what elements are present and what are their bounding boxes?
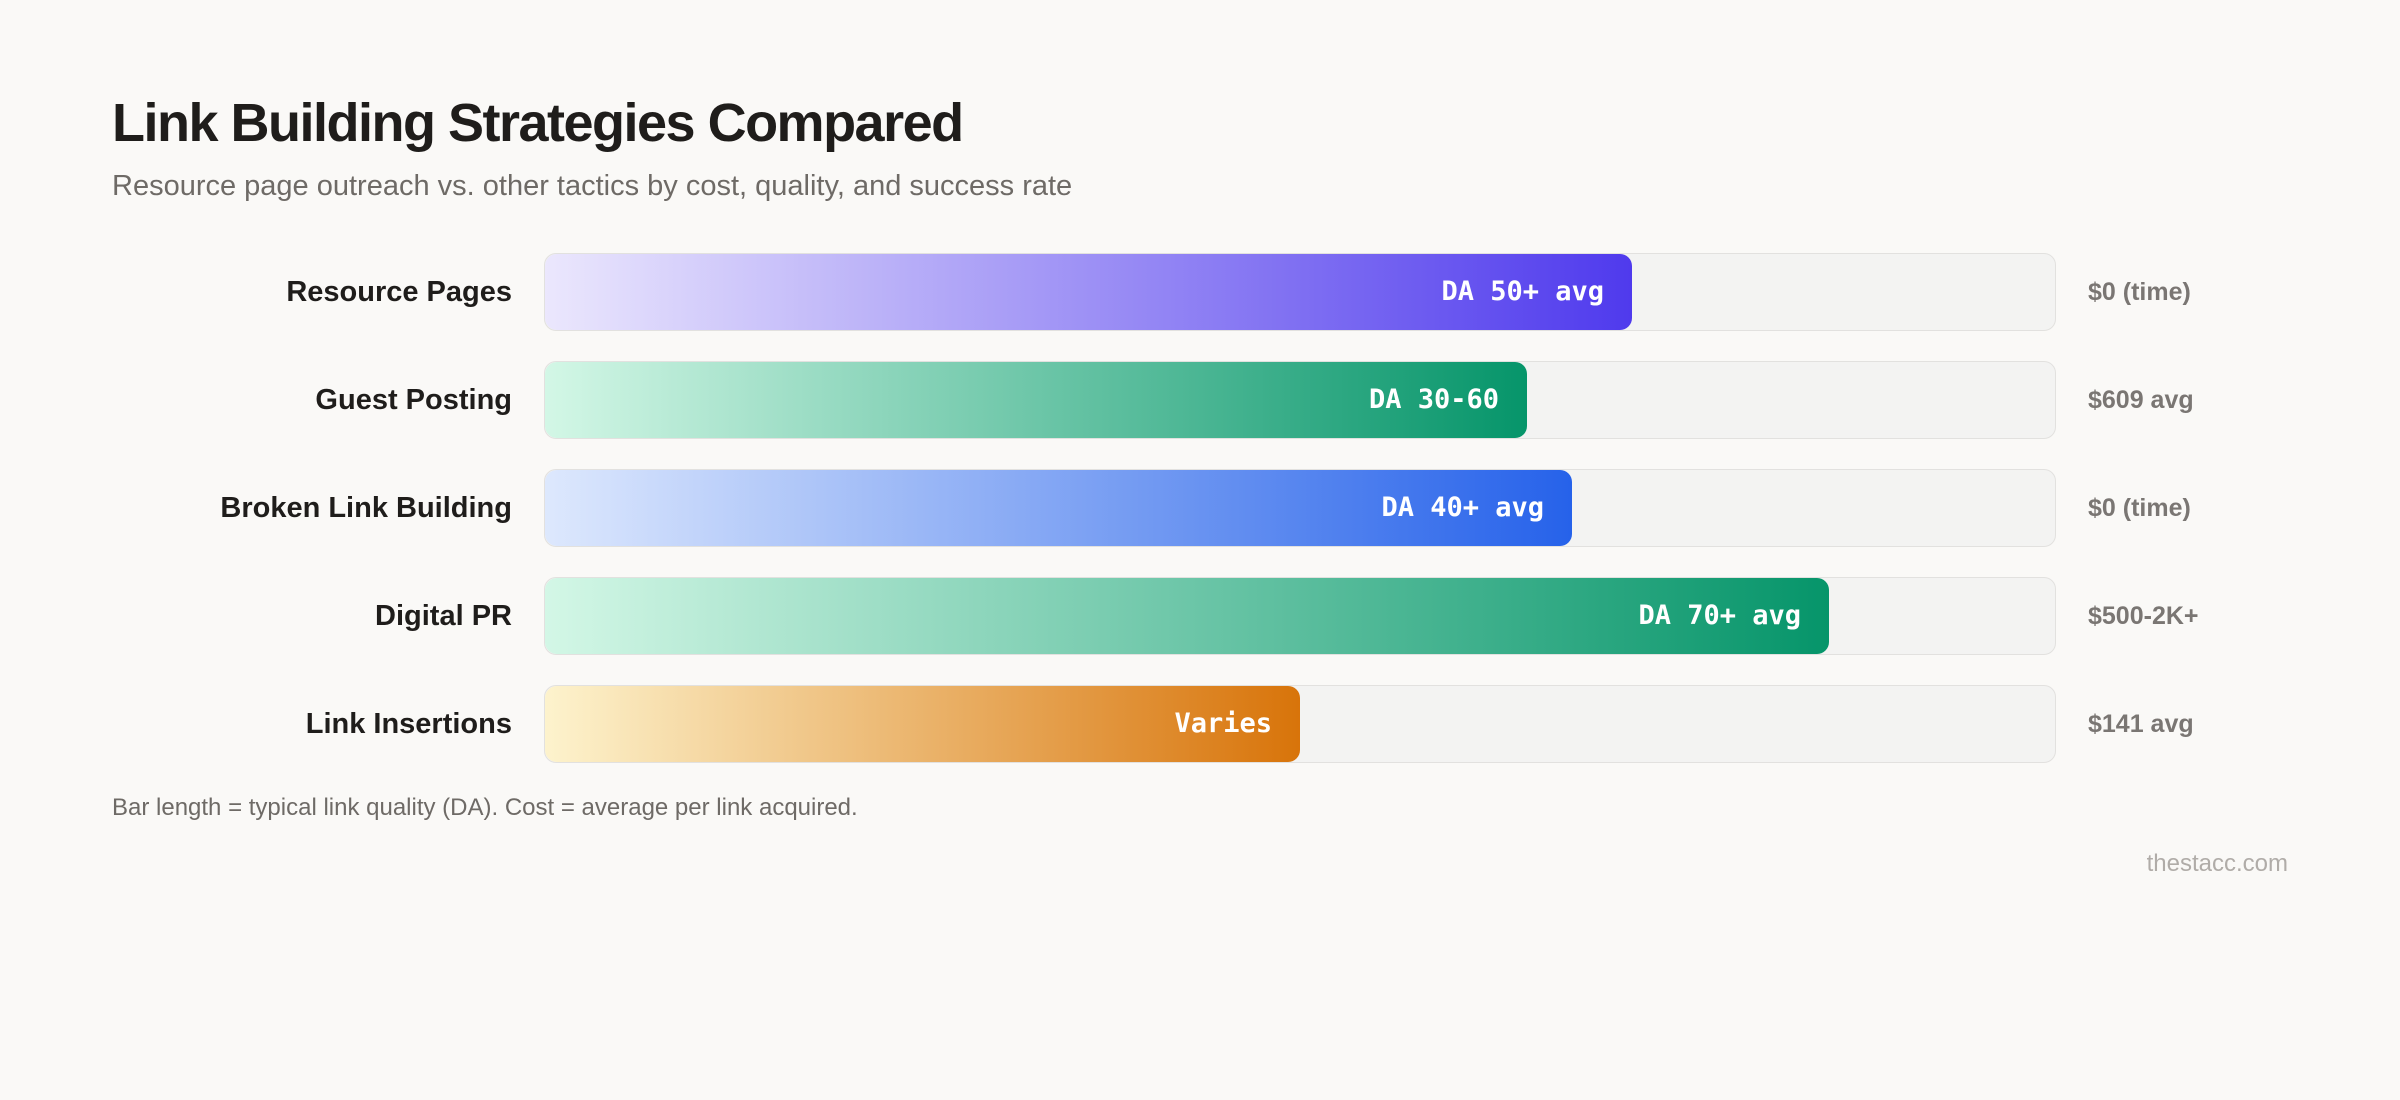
- bar-track: Varies: [544, 685, 2056, 763]
- category-label: Guest Posting: [315, 384, 512, 416]
- category-label: Link Insertions: [305, 708, 512, 740]
- bar-row: Guest Posting DA 30-60 $609 avg: [0, 361, 2400, 439]
- category-label: Broken Link Building: [220, 492, 512, 524]
- category-label: Digital PR: [375, 600, 512, 632]
- bar-row: Link Insertions Varies $141 avg: [0, 685, 2400, 763]
- cost-label: $0 (time): [2088, 494, 2191, 522]
- bar: Varies: [545, 686, 1300, 762]
- cost-label: $500-2K+: [2088, 602, 2199, 630]
- chart-subtitle: Resource page outreach vs. other tactics…: [112, 170, 1073, 202]
- bar-value-label: DA 40+ avg: [1381, 492, 1544, 523]
- bar: DA 70+ avg: [545, 578, 1829, 654]
- bar-track: DA 70+ avg: [544, 577, 2056, 655]
- bar: DA 50+ avg: [545, 254, 1632, 330]
- bar: DA 30-60: [545, 362, 1527, 438]
- cost-label: $141 avg: [2088, 710, 2194, 738]
- bar-track: DA 50+ avg: [544, 253, 2056, 331]
- bar-row: Broken Link Building DA 40+ avg $0 (time): [0, 469, 2400, 547]
- bar-row: Digital PR DA 70+ avg $500-2K+: [0, 577, 2400, 655]
- bar-value-label: DA 50+ avg: [1441, 276, 1604, 307]
- bar-row: Resource Pages DA 50+ avg $0 (time): [0, 253, 2400, 331]
- category-label: Resource Pages: [286, 276, 512, 308]
- chart-title: Link Building Strategies Compared: [112, 93, 964, 153]
- bar: DA 40+ avg: [545, 470, 1572, 546]
- source-credit: thestacc.com: [2146, 850, 2288, 877]
- bar-track: DA 30-60: [544, 361, 2056, 439]
- cost-label: $609 avg: [2088, 386, 2194, 414]
- bar-value-label: Varies: [1174, 708, 1272, 739]
- bar-track: DA 40+ avg: [544, 469, 2056, 547]
- chart-footnote: Bar length = typical link quality (DA). …: [112, 794, 858, 821]
- cost-label: $0 (time): [2088, 278, 2191, 306]
- bar-value-label: DA 70+ avg: [1638, 600, 1801, 631]
- bar-value-label: DA 30-60: [1368, 384, 1499, 415]
